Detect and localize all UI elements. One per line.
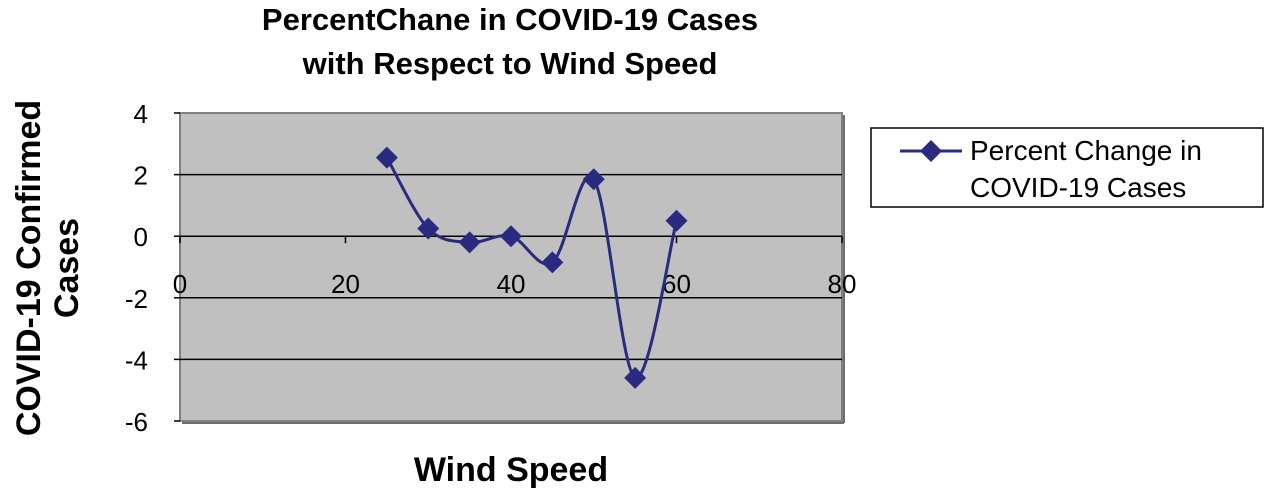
x-tick-label: 20 [331,269,360,299]
legend-label-line-2: COVID-19 Cases [970,172,1186,203]
y-tick-label: 0 [134,222,148,252]
y-tick-label: 2 [134,161,148,191]
y-axis-title-line-1: COVID-19 Confirmed [10,100,48,436]
legend-box [870,127,1264,208]
x-axis-title: Wind Speed [414,451,608,489]
data-point-diamond [417,217,440,240]
data-point-diamond [375,146,398,169]
y-axis-title-line-2: Cases [48,218,86,318]
x-tick-label: 80 [828,269,857,299]
y-tick-label: -2 [125,284,148,314]
data-point-diamond [624,366,647,389]
chart-title-line-2: with Respect to Wind Speed [302,46,718,81]
chart-title-line-1: PercentChane in COVID-19 Cases [262,2,758,37]
y-tick-label: -6 [125,407,148,437]
data-point-diamond [582,168,605,191]
x-tick-label: 40 [497,269,526,299]
data-point-diamond [665,209,688,232]
y-tick-label: 4 [134,99,148,129]
legend-marker-diamond [920,140,942,162]
y-tick-label: -4 [125,345,148,375]
data-point-diamond [541,251,564,274]
legend: Percent Change in COVID-19 Cases [870,127,1264,208]
data-point-diamond [500,225,522,248]
x-tick-label: 0 [173,269,187,299]
legend-label-line-1: Percent Change in [970,135,1202,166]
series-group [375,146,688,389]
y-axis: -6 -4 -2 0 2 4 [125,99,180,437]
data-point-diamond [458,231,481,254]
plot-area [179,112,843,422]
